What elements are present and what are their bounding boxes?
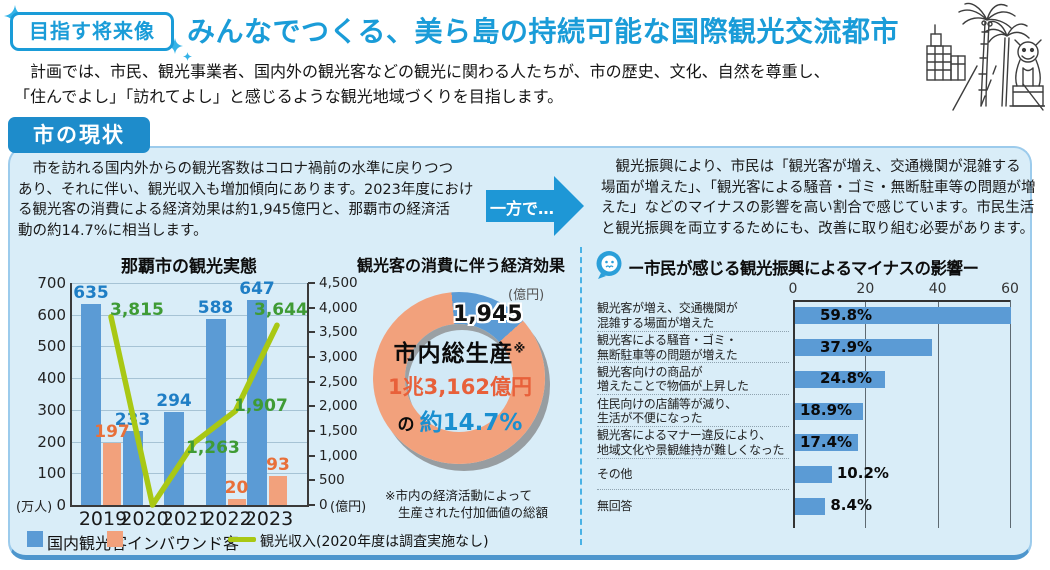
arrow-label: 一方で… — [489, 199, 554, 218]
text-line: あり、それに伴い、観光収入も増加傾向にあります。2023年度におけ — [18, 181, 474, 198]
footnote-mark: ※ — [513, 341, 527, 356]
text-line: 観光振興により、市民は「観光客が増え、交通機関が混雑する — [601, 159, 1021, 175]
intro-line: 「住んでよし」「訪れてよし」と感じるような観光地域づくりを目指します。 — [14, 87, 564, 106]
impact-chart-title: ー市民が感じる観光振興によるマイナスの影響ー — [628, 259, 979, 278]
particle: の — [397, 415, 415, 435]
text-line: えた」などのマイナスの影響を高い割合で感じています。市民生活 — [601, 200, 1035, 216]
section-heading: 市の現状 — [8, 117, 150, 153]
donut-footnote: ※市内の経済活動によって 生産された付加価値の総額 — [385, 487, 548, 521]
footnote-line: 生産された付加価値の総額 — [398, 505, 549, 520]
donut-chart-title: 観光客の消費に伴う経済効果 — [356, 256, 565, 275]
donut-unit-label: (億円) — [508, 288, 545, 303]
page-title: みんなでつくる、美ら島の持続可能な国際観光交流都市 — [187, 15, 899, 48]
donut-center-text: 市内総生産※ 1兆3,162億円 の 約14.7% — [375, 334, 545, 437]
sparkle-icon — [183, 52, 192, 61]
intro-text: 計画では、市民、観光事業者、国内外の観光客などの観光に関わる人たちが、市の歴史、… — [14, 59, 830, 109]
donut-hole — [405, 324, 513, 432]
text-line: 動の約14.7%に相当します。 — [18, 222, 208, 239]
on-the-other-hand-arrow — [486, 176, 584, 236]
vision-badge: 目指す将来像 — [10, 12, 174, 51]
status-right-text: 観光振興により、市民は「観光客が増え、交通機関が混雑する 場面が増えた」、「観光… — [601, 157, 1036, 239]
status-left-text: 市を訪れる国内外からの観光客数はコロナ禍前の水準に戻りつつ あり、それに伴い、観… — [18, 159, 473, 241]
legend-swatch-inbound — [107, 531, 123, 547]
citizen-voice-icon — [596, 251, 622, 279]
legend-label-inbound: インバウンド客 — [127, 534, 240, 553]
text-line: と観光振興を両立するためにも、改善に取り組む必要があります。 — [601, 220, 1035, 237]
text-line: 市を訪れる国内外からの観光客数はコロナ禍前の水準に戻りつつ — [18, 161, 454, 177]
gdp-label: 市内総生産 — [393, 341, 514, 367]
legend-label-revenue: 観光収入(2020年度は調査実施なし) — [260, 534, 489, 550]
text-line: る観光客の消費による経済効果は約1,945億円と、那覇市の経済活 — [18, 202, 450, 218]
donut-slice-label: 1,945 — [453, 302, 523, 327]
legend-swatch-domestic — [27, 531, 43, 547]
gdp-value: 1兆3,162億円 — [387, 375, 533, 399]
legend-swatch-revenue — [228, 537, 256, 542]
dashed-divider — [580, 247, 582, 545]
tourism-chart-title: 那覇市の観光実態 — [121, 257, 257, 277]
text-line: 場面が増えた」、「観光客による騒音・ゴミ・無断駐車等の問題が増 — [601, 179, 1036, 196]
intro-line: 計画では、市民、観光事業者、国内外の観光客などの観光に関わる人たちが、市の歴史、… — [14, 62, 830, 81]
sparkle-icon — [167, 38, 183, 54]
street-illustration — [926, 2, 1045, 111]
gdp-percent: 約14.7% — [419, 410, 523, 436]
footnote-line: ※市内の経済活動によって — [385, 488, 532, 503]
